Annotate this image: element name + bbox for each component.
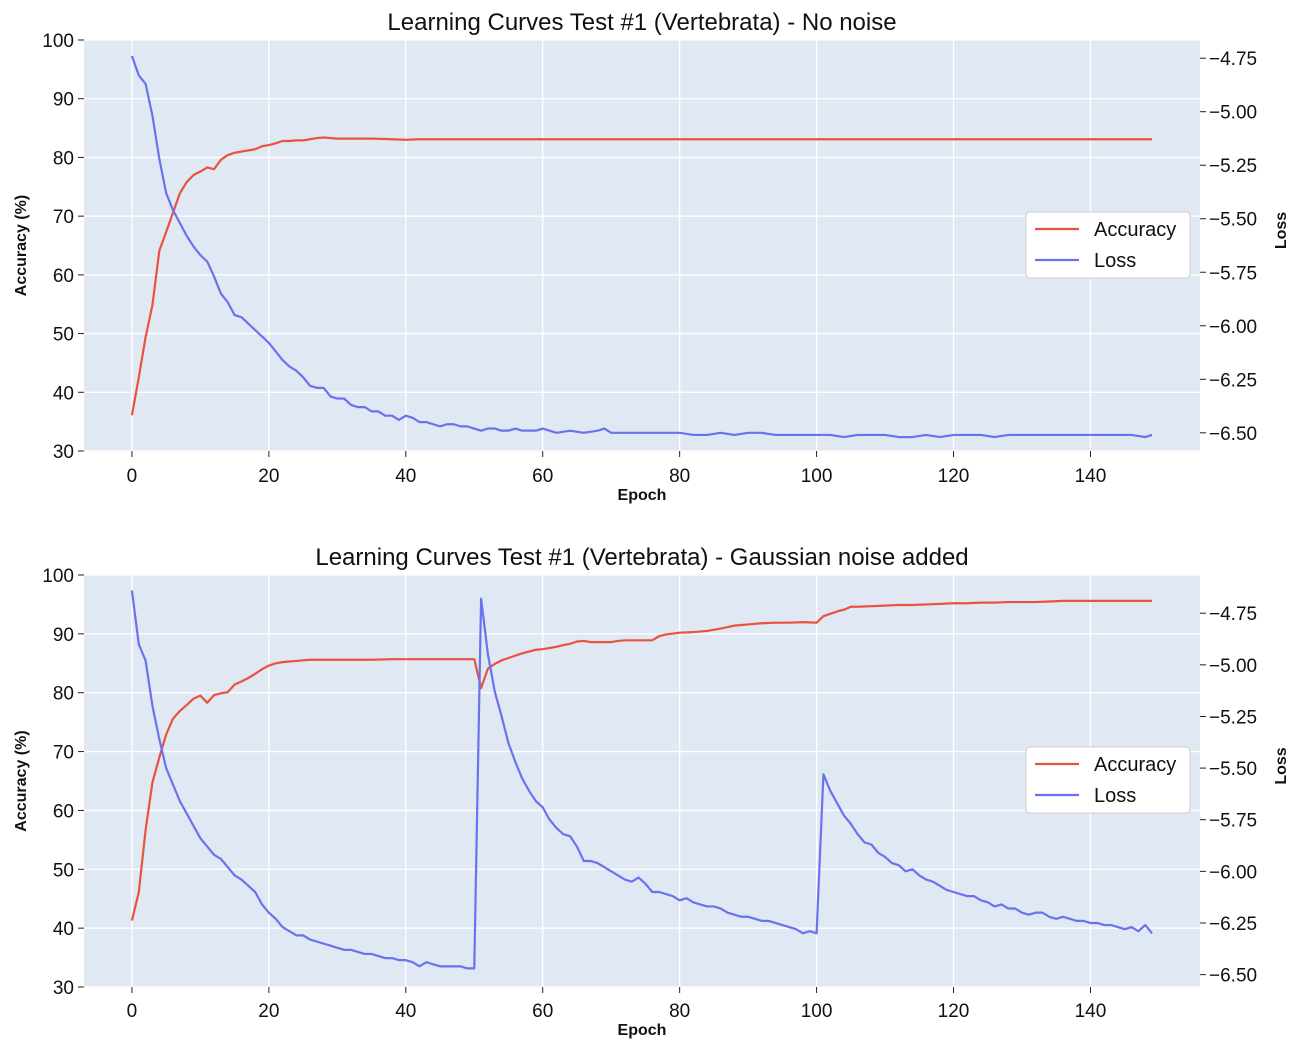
x-axis-label: Epoch [618,487,667,504]
series-line-loss [130,55,1153,439]
x-tick-label: 20 [258,466,279,487]
x-tick-label: 80 [669,1001,690,1022]
y-right-tick-label: −6.00 [1209,862,1257,883]
x-tick-label: 140 [1075,466,1107,487]
x-tick-label: 60 [532,466,553,487]
x-tick-label: 80 [669,466,690,487]
plot-area [84,40,1200,451]
chart-2: 30 40 50 60 70 80 90 100 −4.75 −5.00 −5.25 −5.50 −5.… [13,544,1290,1039]
x-tick-label: 120 [938,466,970,487]
x-tick-label: 40 [395,1001,416,1022]
y-left-tick-label: 50 [53,860,74,881]
y-right-tick-label: −4.75 [1209,604,1257,625]
x-tick-label: 120 [938,1001,970,1022]
y-left-tick-label: 100 [42,31,74,52]
series-line-accuracy [130,599,1153,921]
plot-area [84,575,1200,987]
y-left-tick-label: 70 [53,207,74,228]
y-right-tick-label: −6.50 [1209,424,1257,445]
x-tick-label: 100 [801,466,833,487]
y-right-axis-label: Loss [1273,747,1290,784]
y-right-tick-label: −5.00 [1209,656,1257,677]
y-left-tick-label: 80 [53,148,74,169]
y-left-axis-label: Accuracy (%) [13,730,30,831]
y-right-axis-label: Loss [1273,212,1290,249]
y-left-tick-label: 70 [53,743,74,764]
y-left-axis-label: Accuracy (%) [13,195,30,296]
y-left-tick-label: 30 [53,978,74,999]
y-right-tick-label: −5.25 [1209,707,1257,728]
legend-label-accuracy: Accuracy [1094,754,1176,776]
x-tick-label: 20 [258,1001,279,1022]
y-left-tick-label: 60 [53,266,74,287]
chart-title: Learning Curves Test #1 (Vertebrata) - G… [315,544,968,571]
y-right-tick-label: −6.00 [1209,317,1257,338]
y-left-tick-label: 90 [53,625,74,646]
y-right-tick-label: −4.75 [1209,49,1257,70]
series-line-loss [130,590,1153,970]
y-left-tick-label: 40 [53,919,74,940]
y-right-tick-label: −5.75 [1209,263,1257,284]
x-tick-label: 0 [127,466,138,487]
y-right-tick-label: −6.50 [1209,966,1257,987]
x-tick-label: 140 [1075,1001,1107,1022]
y-left-tick-label: 40 [53,383,74,404]
y-left-tick-label: 60 [53,801,74,822]
y-left-tick-label: 30 [53,442,74,463]
x-tick-label: 60 [532,1001,553,1022]
y-right-tick-label: −5.50 [1209,210,1257,231]
x-tick-label: 40 [395,466,416,487]
y-right-tick-label: −6.25 [1209,914,1257,935]
chart-title: Learning Curves Test #1 (Vertebrata) - N… [387,9,896,36]
y-right-tick-label: −5.75 [1209,811,1257,832]
y-left-tick-label: 50 [53,325,74,346]
legend: Accuracy Loss [1025,746,1191,814]
legend-label-loss: Loss [1094,250,1136,272]
x-tick-label: 100 [801,1001,833,1022]
series-line-accuracy [130,136,1153,416]
y-right-tick-label: −5.00 [1209,103,1257,124]
y-right-tick-label: −5.25 [1209,156,1257,177]
y-left-tick-label: 90 [53,90,74,111]
chart-1: 30 40 50 60 70 80 90 100 −4.75 −5.00 −5.25 −5.50 −5.… [13,9,1290,504]
y-right-tick-label: −6.25 [1209,370,1257,391]
x-tick-label: 0 [127,1001,138,1022]
y-left-tick-label: 80 [53,684,74,705]
x-axis-label: Epoch [618,1022,667,1039]
legend-label-loss: Loss [1094,785,1136,807]
y-right-tick-label: −5.50 [1209,759,1257,780]
legend-label-accuracy: Accuracy [1094,219,1176,241]
y-left-tick-label: 100 [42,566,74,587]
legend: Accuracy Loss [1025,211,1191,279]
